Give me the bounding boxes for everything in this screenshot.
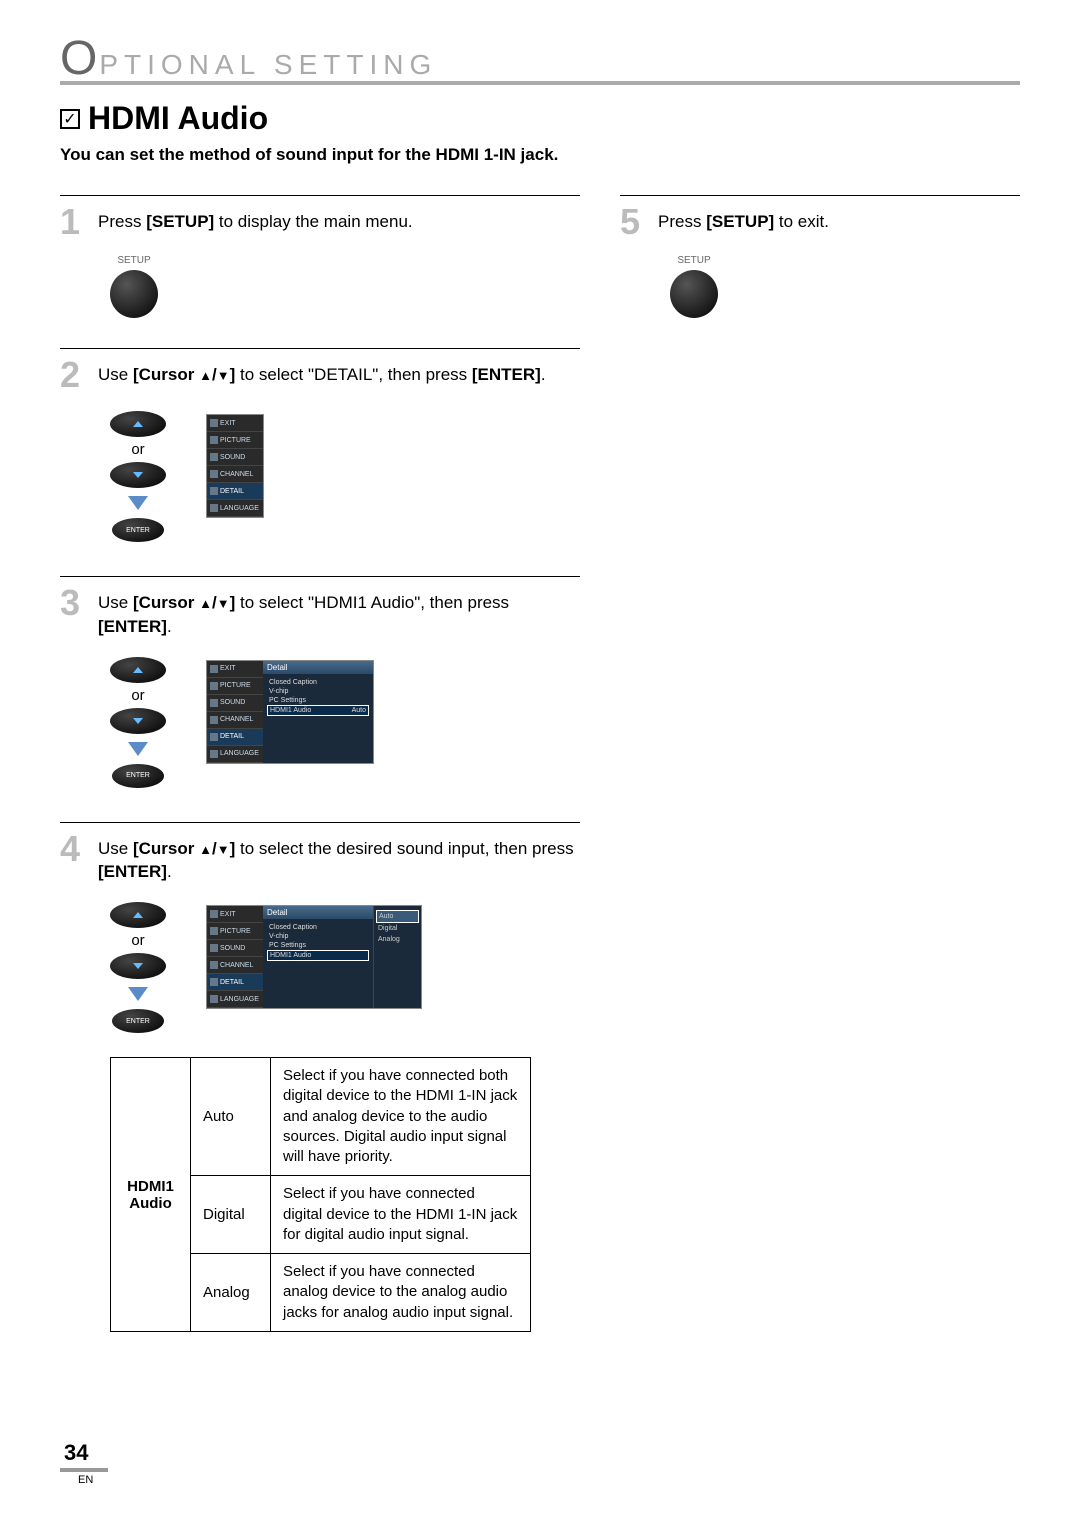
step-text: Press [SETUP] to display the main menu. (98, 204, 413, 234)
down-arrow-icon: ▼ (217, 596, 230, 611)
osd-option-selected: Auto (376, 910, 419, 923)
step-text: Use [Cursor ▲/▼] to select the desired s… (98, 831, 580, 885)
step-number: 3 (60, 585, 88, 621)
cursor-up-icon (110, 411, 166, 437)
setup-label: SETUP (670, 255, 718, 266)
osd-item-selected: DETAIL (207, 483, 263, 500)
osd-menu-screenshot: EXIT PICTURE SOUND CHANNEL DETAIL LANGUA… (206, 660, 374, 764)
osd-item: SOUND (207, 940, 263, 957)
table-cell: Auto (191, 1058, 271, 1176)
osd-row: Closed Caption (267, 923, 369, 932)
osd-item: SOUND (207, 695, 263, 712)
or-label: or (110, 687, 166, 704)
table-cell: Select if you have connected digital dev… (271, 1176, 531, 1254)
cursor-down-icon (110, 462, 166, 488)
osd-option: Analog (376, 934, 419, 945)
enter-button-icon: ENTER (112, 1009, 164, 1033)
section-heading: HDMI Audio (88, 100, 268, 137)
chapter-title: ptional Setting (99, 49, 437, 81)
osd-menu-screenshot: EXIT PICTURE SOUND CHANNEL DETAIL LANGUA… (206, 905, 422, 1009)
step-5: 5 Press [SETUP] to exit. SETUP (620, 195, 1020, 318)
osd-row-selected: HDMI1 AudioAuto (267, 705, 369, 716)
up-arrow-icon: ▲ (199, 368, 212, 383)
step-number: 4 (60, 831, 88, 867)
osd-item: PICTURE (207, 678, 263, 695)
or-label: or (110, 441, 166, 458)
section-subtitle: You can set the method of sound input fo… (60, 145, 1020, 165)
table-cell: Digital (191, 1176, 271, 1254)
osd-row-selected: HDMI1 Audio (267, 950, 369, 961)
cursor-up-icon (110, 902, 166, 928)
setup-button-icon (670, 270, 718, 318)
cursor-buttons-graphic: or ENTER (110, 899, 166, 1037)
step-number: 1 (60, 204, 88, 240)
chapter-drop-cap: O (60, 40, 97, 78)
osd-item: LANGUAGE (207, 746, 263, 763)
osd-item: LANGUAGE (207, 991, 263, 1008)
down-arrow-icon: ▼ (217, 842, 230, 857)
step-3: 3 Use [Cursor ▲/▼] to select "HDMI1 Audi… (60, 576, 580, 792)
page-number: 34 (60, 1440, 108, 1472)
step-number: 5 (620, 204, 648, 240)
enter-button-icon: ENTER (112, 518, 164, 542)
osd-menu-screenshot: EXIT PICTURE SOUND CHANNEL DETAIL LANGUA… (206, 414, 264, 518)
osd-row: V-chip (267, 687, 369, 696)
table-cell: Select if you have connected analog devi… (271, 1254, 531, 1332)
step-number: 2 (60, 357, 88, 393)
osd-item: CHANNEL (207, 466, 263, 483)
osd-row: PC Settings (267, 696, 369, 705)
up-arrow-icon: ▲ (199, 842, 212, 857)
setup-button-icon (110, 270, 158, 318)
or-label: or (110, 932, 166, 949)
table-header: HDMI1 Audio (111, 1058, 191, 1332)
osd-item: SOUND (207, 449, 263, 466)
osd-item: CHANNEL (207, 957, 263, 974)
setup-button-graphic: SETUP (110, 255, 158, 318)
osd-item-selected: DETAIL (207, 974, 263, 991)
page-footer: 34 EN (60, 1440, 108, 1486)
osd-panel-title: Detail (263, 661, 373, 674)
step-2: 2 Use [Cursor ▲/▼] to select "DETAIL", t… (60, 348, 580, 546)
table-cell: Analog (191, 1254, 271, 1332)
enter-button-icon: ENTER (112, 764, 164, 788)
osd-item: PICTURE (207, 432, 263, 449)
up-arrow-icon: ▲ (199, 596, 212, 611)
osd-row: V-chip (267, 932, 369, 941)
step-4: 4 Use [Cursor ▲/▼] to select the desired… (60, 822, 580, 1332)
osd-item: EXIT (207, 661, 263, 678)
step-text: Use [Cursor ▲/▼] to select "HDMI1 Audio"… (98, 585, 580, 639)
options-table: HDMI1 Audio Auto Select if you have conn… (110, 1057, 531, 1332)
chapter-header: O ptional Setting (60, 40, 1020, 85)
osd-row: Closed Caption (267, 678, 369, 687)
cursor-down-icon (110, 708, 166, 734)
setup-label: SETUP (110, 255, 158, 266)
down-arrow-icon: ▼ (217, 368, 230, 383)
osd-item: EXIT (207, 906, 263, 923)
osd-item: EXIT (207, 415, 263, 432)
cursor-buttons-graphic: or ENTER (110, 654, 166, 792)
osd-panel-title: Detail (263, 906, 373, 919)
page-language: EN (78, 1474, 108, 1486)
osd-item: LANGUAGE (207, 500, 263, 517)
flow-arrow-icon (128, 742, 148, 756)
osd-item-selected: DETAIL (207, 729, 263, 746)
step-1: 1 Press [SETUP] to display the main menu… (60, 195, 580, 318)
osd-option: Digital (376, 923, 419, 934)
step-text: Use [Cursor ▲/▼] to select "DETAIL", the… (98, 357, 546, 387)
osd-row: PC Settings (267, 941, 369, 950)
osd-item: CHANNEL (207, 712, 263, 729)
step-text: Press [SETUP] to exit. (658, 204, 829, 234)
cursor-up-icon (110, 657, 166, 683)
section-title: HDMI Audio (60, 100, 1020, 137)
table-cell: Select if you have connected both digita… (271, 1058, 531, 1176)
flow-arrow-icon (128, 496, 148, 510)
osd-item: PICTURE (207, 923, 263, 940)
flow-arrow-icon (128, 987, 148, 1001)
cursor-buttons-graphic: or ENTER (110, 408, 166, 546)
check-icon (60, 109, 80, 129)
cursor-down-icon (110, 953, 166, 979)
setup-button-graphic: SETUP (670, 255, 718, 318)
